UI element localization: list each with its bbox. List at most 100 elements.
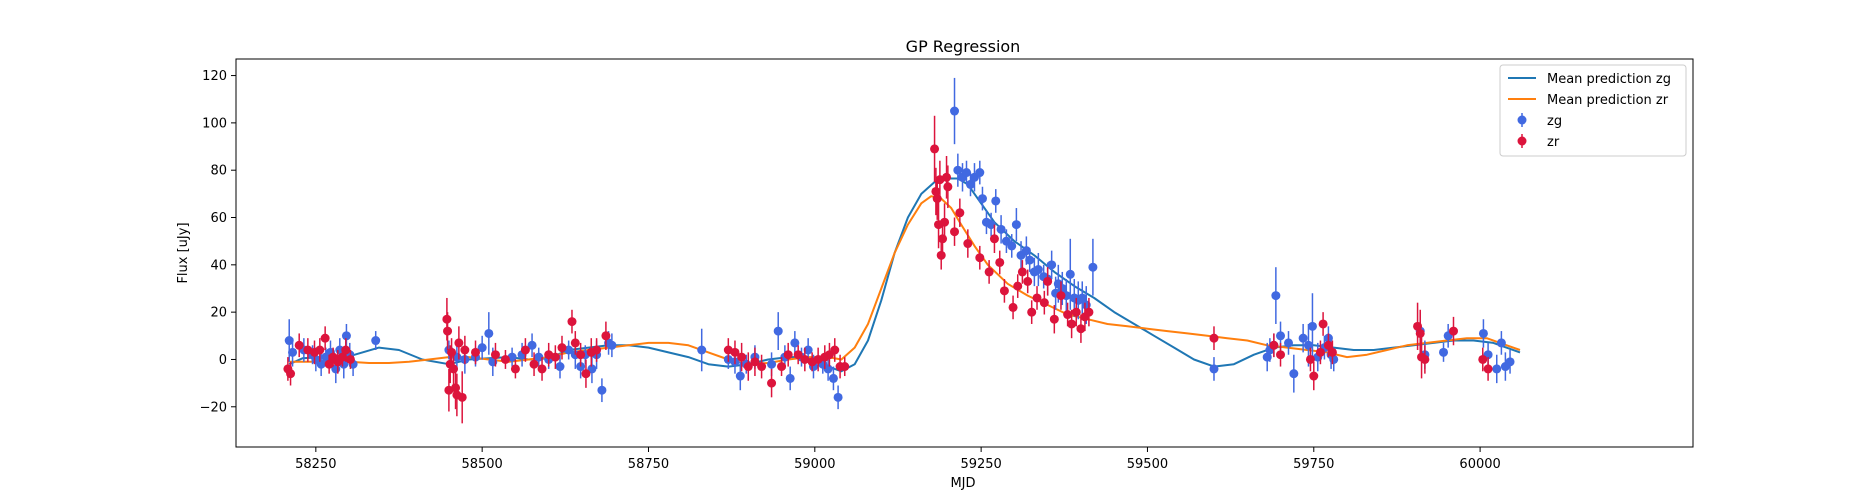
point-marker	[316, 359, 326, 369]
point-marker	[1307, 321, 1317, 331]
point-marker	[567, 317, 577, 327]
data-point-zr	[1209, 326, 1219, 350]
data-point-zr	[800, 347, 810, 372]
point-marker	[931, 186, 941, 196]
data-point-zg	[555, 354, 565, 379]
y-axis-title: Flux [uJy]	[176, 222, 191, 283]
point-marker	[1448, 326, 1458, 336]
data-point-zr	[975, 245, 985, 270]
data-point-zg	[1505, 350, 1515, 374]
data-point-zg	[1478, 319, 1488, 348]
point-marker	[750, 357, 760, 367]
data-point-zr	[840, 357, 850, 377]
x-axis-ticks: 58250 58500 58750 59000 59250 59500 59750 60000	[295, 447, 1501, 472]
data-point-zr	[294, 333, 304, 358]
point-marker	[510, 364, 520, 374]
point-marker	[537, 364, 547, 374]
point-marker	[950, 106, 960, 116]
point-marker	[1043, 276, 1053, 286]
data-point-zr	[830, 338, 840, 362]
point-marker	[471, 347, 481, 357]
data-point-zr	[550, 345, 560, 369]
data-point-zr	[576, 342, 586, 367]
legend-label-zr-mean: Mean prediction zr	[1547, 93, 1669, 108]
point-marker	[607, 340, 617, 350]
point-marker	[1276, 350, 1286, 360]
data-point-zr	[995, 250, 1005, 275]
point-marker	[975, 253, 985, 263]
data-point-zr	[454, 326, 464, 360]
legend-label-zg-mean: Mean prediction zg	[1547, 72, 1671, 87]
point-marker	[961, 168, 971, 178]
point-marker	[1084, 307, 1094, 317]
data-point-zg	[977, 186, 987, 211]
data-point-zg	[785, 366, 795, 391]
point-marker	[315, 345, 325, 355]
x-tick-label: 59500	[1127, 457, 1168, 472]
data-point-zr	[1056, 281, 1066, 310]
point-marker	[1076, 324, 1086, 334]
point-marker	[447, 347, 457, 357]
x-axis-title: MJD	[950, 476, 975, 491]
point-marker	[1323, 340, 1333, 350]
data-point-zr	[1420, 345, 1430, 374]
data-point-zr	[500, 350, 510, 369]
data-point-zg	[1298, 323, 1308, 353]
data-point-zr	[1448, 316, 1458, 346]
chart-title: GP Regression	[906, 37, 1021, 56]
point-marker	[833, 392, 843, 402]
point-marker	[1025, 255, 1035, 265]
data-point-zr	[936, 241, 946, 270]
point-marker	[1007, 241, 1017, 251]
data-point-zr	[592, 338, 602, 362]
data-point-zr	[1027, 300, 1037, 324]
point-marker	[823, 364, 833, 374]
data-point-zr	[984, 260, 994, 284]
point-marker	[371, 336, 381, 346]
y-tick-label: −20	[200, 400, 227, 415]
data-point-zr	[537, 357, 547, 381]
data-point-zr	[989, 224, 999, 253]
data-point-zr	[601, 321, 611, 350]
data-point-zg	[1007, 234, 1017, 258]
point-marker	[1065, 269, 1075, 279]
point-marker	[1209, 333, 1219, 343]
point-marker	[1318, 319, 1328, 329]
point-marker	[1271, 291, 1281, 301]
data-point-zr	[767, 368, 777, 398]
point-marker	[1017, 267, 1027, 277]
point-marker	[477, 343, 487, 353]
data-point-zr	[1269, 333, 1279, 358]
point-marker	[938, 234, 948, 244]
point-marker	[942, 172, 952, 182]
point-marker	[800, 354, 810, 364]
point-marker	[529, 359, 539, 369]
x-tick-label: 60000	[1459, 457, 1500, 472]
point-marker	[449, 364, 459, 374]
data-point-zr	[1318, 312, 1328, 336]
data-point-zr	[1415, 309, 1425, 358]
point-marker	[735, 371, 745, 381]
point-marker	[965, 179, 975, 189]
point-marker	[1209, 364, 1219, 374]
data-point-zr	[777, 357, 787, 377]
data-point-zg	[773, 312, 783, 350]
point-marker	[1492, 364, 1502, 374]
data-point-zr	[1008, 295, 1018, 320]
point-marker	[337, 352, 347, 362]
point-marker	[1021, 246, 1031, 256]
data-point-zr	[999, 279, 1009, 303]
point-marker	[1032, 293, 1042, 303]
point-marker	[930, 144, 940, 154]
point-marker	[803, 345, 813, 355]
data-point-zr	[529, 352, 539, 377]
point-marker	[490, 350, 500, 360]
data-point-zr	[783, 342, 793, 367]
data-point-zg	[607, 333, 617, 358]
point-marker	[1289, 369, 1299, 379]
point-marker	[697, 345, 707, 355]
plot-frame	[235, 58, 1694, 448]
data-point-zr	[457, 371, 467, 424]
data-point-zr	[1049, 305, 1059, 334]
point-marker	[1303, 340, 1313, 350]
